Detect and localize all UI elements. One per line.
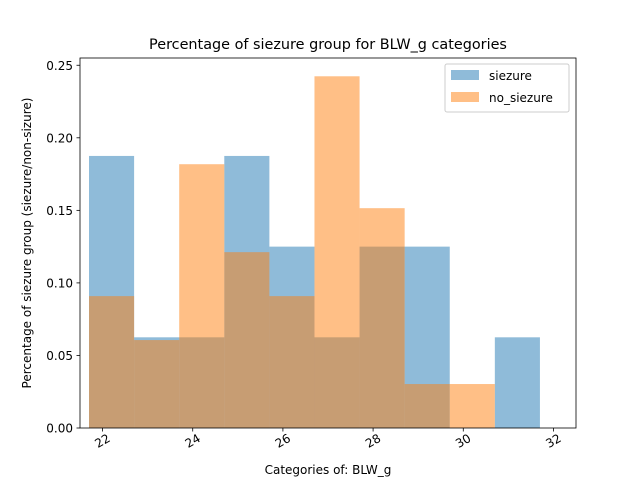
x-tick-label: 26 [273, 431, 293, 451]
legend-swatch-siezure [451, 70, 479, 80]
y-tick-label: 0.25 [46, 59, 73, 73]
x-axis-ticks: 22 24 26 28 30 32 [92, 428, 564, 451]
x-tick-label: 28 [363, 431, 383, 451]
y-axis-label: Percentage of siezure group (siezure/non… [20, 98, 34, 389]
legend-label-siezure: siezure [489, 69, 532, 83]
legend-swatch-no-siezure [451, 92, 479, 102]
chart-title: Percentage of siezure group for BLW_g ca… [149, 37, 507, 53]
x-axis-label: Categories of: BLW_g [265, 463, 392, 477]
bar-no-siezure-6 [359, 208, 405, 428]
y-tick-label: 0.05 [46, 349, 73, 363]
bar-no-siezure-7 [404, 384, 450, 428]
x-tick-label: 30 [453, 431, 473, 451]
plot-frame [79, 57, 577, 429]
x-tick-label: 24 [183, 431, 203, 451]
bar-no-siezure-8 [449, 384, 495, 428]
bar-no-siezure-4 [269, 296, 315, 428]
bar-no-siezure-5 [314, 76, 360, 429]
legend: siezure no_siezure [444, 63, 570, 113]
bars-group [89, 76, 540, 429]
y-tick-label: 0.15 [46, 204, 73, 218]
bar-no-siezure-2 [179, 164, 225, 428]
y-tick-label: 0.00 [46, 422, 73, 436]
bar-no-siezure-3 [224, 252, 270, 428]
y-tick-label: 0.10 [46, 276, 73, 290]
bar-no-siezure-0 [89, 296, 135, 428]
bar-siezure-9 [494, 337, 540, 428]
bar-no-siezure-1 [134, 340, 180, 428]
x-tick-label: 22 [92, 431, 112, 451]
y-tick-label: 0.20 [46, 131, 73, 145]
x-tick-label: 32 [543, 431, 563, 451]
legend-label-no-siezure: no_siezure [489, 91, 553, 105]
y-axis-ticks: 0.00 0.05 0.10 0.15 0.20 0.25 [46, 59, 80, 436]
